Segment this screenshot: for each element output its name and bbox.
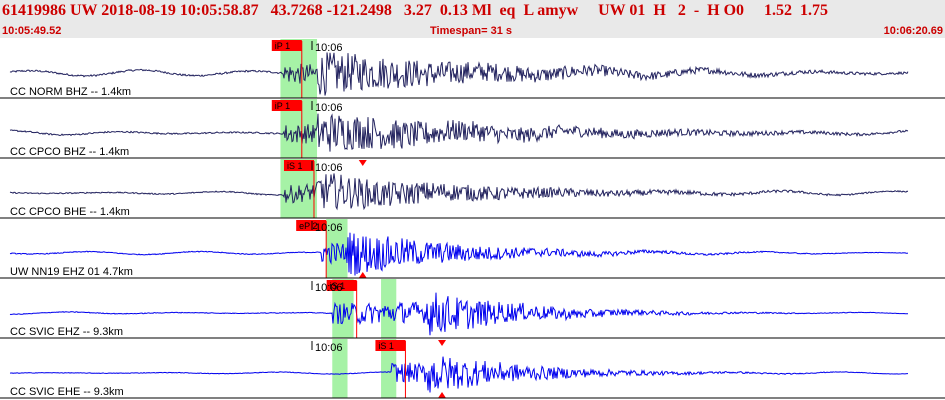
- pick-flag-4-0: [326, 280, 357, 291]
- pick-flag-3-0: [296, 220, 327, 231]
- minute-label-4: 10:06: [315, 282, 343, 294]
- pick-flag-0-0: [271, 40, 302, 51]
- phase-marker-5-0: [438, 340, 447, 346]
- pick-label-3-0: eP 2: [299, 221, 317, 231]
- trace-label-2: CC CPCO BHE -- 1.4km: [10, 206, 130, 218]
- trace-label-5: CC SVIC EHE -- 9.3km: [10, 386, 124, 398]
- phase-window-5-0: [332, 339, 348, 398]
- seismogram-panel: iP 1 10:06 CC NORM BHZ -- 1.4km iP 1 10:06 CC…: [0, 39, 945, 399]
- waveform-trace-2: [9, 173, 909, 211]
- pick-label-5-0: iS 1: [378, 341, 394, 351]
- start-time-label: 10:05:49.52: [2, 25, 62, 37]
- waveform-trace-4: [9, 292, 909, 336]
- pick-label-1-0: iP 1: [275, 101, 290, 111]
- trace-label-0: CC NORM BHZ -- 1.4km: [10, 86, 131, 98]
- waveform-trace-0: [9, 52, 909, 96]
- trace-label-1: CC CPCO BHZ -- 1.4km: [10, 146, 129, 158]
- minute-label-2: 10:06: [315, 162, 343, 174]
- phase-marker-5-1: [438, 392, 447, 398]
- phase-window-5-1: [381, 339, 397, 398]
- timespan-label: Timespan= 31 s: [430, 25, 513, 37]
- pick-flag-1-0: [271, 100, 302, 111]
- pick-flag-2-0: [283, 160, 314, 171]
- waveform-trace-5: [9, 356, 908, 393]
- pick-label-0-0: iP 1: [275, 41, 290, 51]
- waveform-trace-1: [9, 113, 909, 152]
- pick-flag-5-0: [375, 340, 406, 351]
- trace-label-4: CC SVIC EHZ -- 9.3km: [10, 326, 123, 338]
- minute-label-1: 10:06: [315, 102, 343, 114]
- phase-marker-2-0: [358, 160, 367, 166]
- pick-label-2-0: iS 1: [287, 161, 303, 171]
- event-summary-line: 61419986 UW 2018-08-19 10:05:58.87 43.72…: [2, 2, 829, 19]
- event-header: 61419986 UW 2018-08-19 10:05:58.87 43.72…: [0, 0, 945, 38]
- minute-label-0: 10:06: [315, 42, 343, 54]
- waveform-trace-3: [9, 232, 909, 276]
- pick-label-4-0: iS 1: [330, 281, 346, 291]
- minute-label-5: 10:06: [315, 342, 343, 354]
- phase-window-4-1: [381, 279, 397, 338]
- minute-label-3: 10:06: [315, 222, 343, 234]
- phase-marker-3-0: [358, 272, 367, 278]
- trace-label-3: UW NN19 EHZ 01 4.7km: [10, 266, 133, 278]
- end-time-label: 10:06:20.69: [883, 25, 943, 37]
